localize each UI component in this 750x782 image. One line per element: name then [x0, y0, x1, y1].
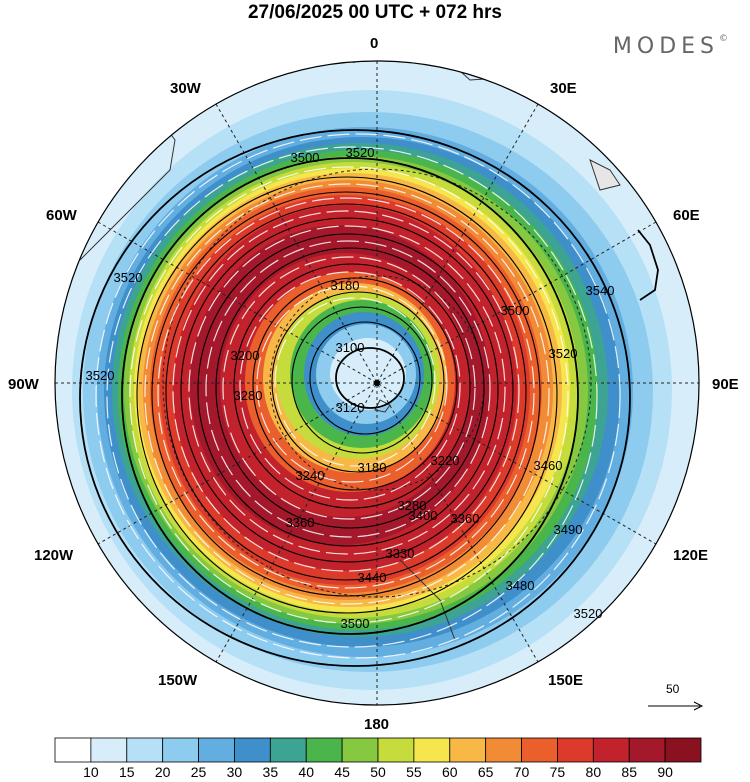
colorbar-tick-label: 35 — [262, 764, 279, 780]
contour-label: 3200 — [231, 348, 260, 363]
map-title: 27/06/2025 00 UTC + 072 hrs — [247, 2, 503, 23]
contour-label: 3100 — [336, 340, 365, 355]
map-border — [54, 60, 700, 706]
colorbar-swatch — [592, 737, 630, 763]
colorbar-swatch — [628, 737, 666, 763]
label-180: 180 — [364, 716, 390, 733]
contour-label: 3520 — [549, 346, 578, 361]
reference-arrow-head — [693, 701, 704, 711]
label-120w: 120W — [34, 547, 74, 564]
colorbar — [54, 737, 702, 763]
colorbar-swatch — [54, 737, 92, 763]
colorbar-tick-label: 65 — [477, 764, 494, 780]
colorbar-swatch — [269, 737, 307, 763]
contour-label: 3400 — [409, 508, 438, 523]
contour-label: 3440 — [358, 570, 387, 585]
contour-label: 3180 — [331, 278, 360, 293]
contour-label: 3360 — [451, 511, 480, 526]
contour-label: 3500 — [501, 303, 530, 318]
colorbar-tick-label: 30 — [226, 764, 243, 780]
colorbar-tick-label: 20 — [154, 764, 171, 780]
colorbar-tick-label: 40 — [298, 764, 314, 780]
label-30e: 30E — [550, 80, 577, 97]
colorbar-tick-label: 80 — [585, 764, 602, 780]
label-60e: 60E — [673, 207, 700, 224]
brand-mark: © — [719, 34, 728, 44]
contour-label: 3180 — [358, 460, 387, 475]
label-60w: 60W — [46, 207, 77, 224]
colorbar-swatch — [664, 737, 702, 763]
label-150w: 150W — [158, 672, 198, 689]
colorbar-swatch — [557, 737, 594, 763]
colorbar-swatch — [413, 737, 451, 763]
label-150e: 150E — [548, 672, 584, 689]
colorbar-swatch — [341, 737, 379, 763]
contour-label: 3280 — [398, 498, 427, 513]
colorbar-tick-label: 70 — [513, 764, 530, 780]
reference-vector — [648, 701, 704, 711]
brand-logo: MODES© — [613, 34, 728, 59]
colorbar-tick-label: 15 — [118, 764, 135, 780]
colorbar-swatch — [162, 737, 199, 763]
colorbar-tick-label: 60 — [441, 764, 458, 780]
contour-label: 3520 — [86, 368, 115, 383]
contour-label-group: 3100 3120 3180 3180 3200 3220 3240 3280 3280 3330… — [86, 145, 615, 631]
wind-vectors — [95, 133, 621, 659]
pole-marker — [374, 380, 380, 386]
colorbar-swatch — [485, 737, 522, 763]
colorbar-tick-label: 50 — [370, 764, 386, 780]
brand-text: MODES — [612, 34, 719, 59]
label-90w: 90W — [8, 376, 39, 393]
contour-label: 3280 — [234, 388, 263, 403]
contour-label: 3360 — [286, 515, 315, 530]
colorbar-tick-label: 45 — [334, 764, 350, 780]
contour-label: 3520 — [346, 145, 375, 160]
colorbar-tick-label: 85 — [621, 764, 637, 780]
reference-vector-label: 50 — [666, 682, 680, 696]
contour-label: 3330 — [386, 546, 415, 561]
colorbar-swatch — [234, 737, 271, 763]
label-30w: 30W — [170, 80, 201, 97]
colorbar-tick-label: 10 — [83, 764, 99, 780]
label-0: 0 — [370, 35, 379, 52]
contour-label: 3500 — [291, 150, 320, 165]
contour-label: 3500 — [341, 616, 370, 631]
colorbar-tick-label: 75 — [549, 764, 566, 780]
colorbar-tick-label: 25 — [190, 764, 207, 780]
contour-label: 3540 — [586, 283, 615, 298]
colorbar-swatch — [521, 737, 558, 763]
colorbar-tick-label: 55 — [406, 764, 422, 780]
contour-label: 3240 — [296, 468, 325, 483]
contour-label: 3520 — [114, 270, 143, 285]
colorbar-swatch — [90, 737, 128, 763]
colorbar-swatch — [377, 737, 415, 763]
contour-label: 3480 — [506, 578, 535, 593]
height-contours — [79, 61, 659, 667]
contour-label: 3460 — [534, 458, 563, 473]
label-90e: 90E — [712, 376, 739, 393]
colorbar-swatch — [305, 737, 343, 763]
colorbar-swatch — [449, 737, 487, 763]
colorbar-tick-label: 90 — [657, 764, 673, 780]
contour-label: 3120 — [336, 400, 365, 415]
label-120e: 120E — [673, 547, 709, 564]
colorbar-swatch — [198, 737, 235, 763]
contour-label: 3520 — [574, 606, 603, 621]
contour-label: 3220 — [431, 453, 460, 468]
contour-label: 3490 — [554, 522, 583, 537]
colorbar-swatch — [126, 737, 164, 763]
